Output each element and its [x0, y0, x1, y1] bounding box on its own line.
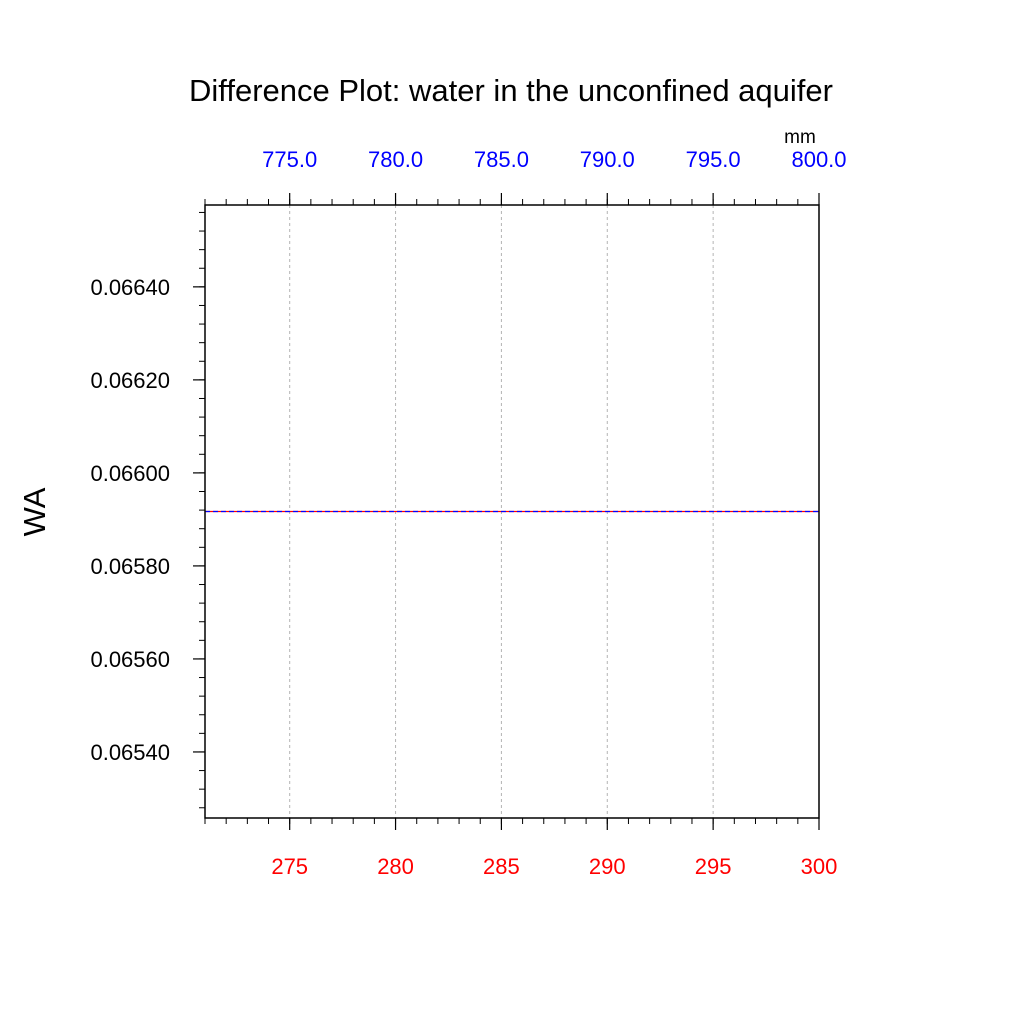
plot-frame — [204, 204, 820, 819]
top-tick-label: 785.0 — [474, 147, 529, 172]
y-tick-label: 0.06560 — [90, 647, 170, 672]
y-tick-label: 0.06620 — [90, 368, 170, 393]
y-tick-label: 0.06580 — [90, 554, 170, 579]
chart-title: Difference Plot: water in the unconfined… — [189, 73, 833, 108]
top-tick-label: 795.0 — [686, 147, 741, 172]
bottom-tick-label: 295 — [695, 854, 732, 879]
bottom-tick-label: 300 — [801, 854, 838, 879]
y-tick-label: 0.06600 — [90, 461, 170, 486]
bottom-tick-label: 275 — [271, 854, 308, 879]
top-tick-label: 780.0 — [368, 147, 423, 172]
bottom-tick-label: 290 — [589, 854, 626, 879]
axis-layer: 275 280 285 290 295 300 775.0 780.0 785.0 790.0 79… — [90, 147, 846, 879]
y-axis-label: WA — [17, 487, 52, 536]
top-tick-label: 800.0 — [791, 147, 846, 172]
top-axis-unit: mm — [784, 127, 816, 148]
top-tick-label: 775.0 — [262, 147, 317, 172]
bottom-tick-label: 280 — [377, 854, 414, 879]
y-tick-label: 0.06640 — [90, 275, 170, 300]
bottom-tick-label: 285 — [483, 854, 520, 879]
top-tick-label: 790.0 — [580, 147, 635, 172]
y-tick-label: 0.06540 — [90, 740, 170, 765]
